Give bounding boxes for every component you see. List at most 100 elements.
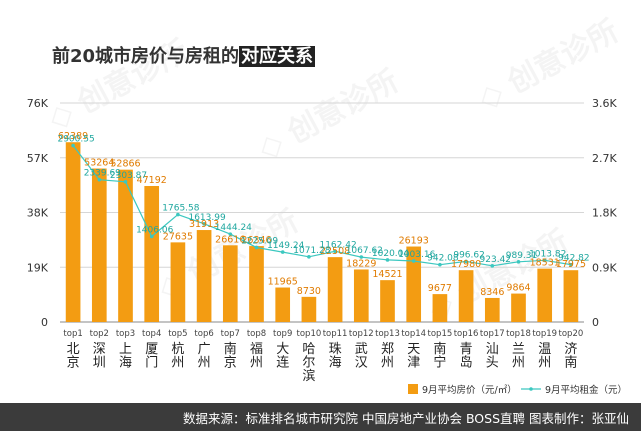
legend-label-rent: 9月平均租金（元）: [545, 384, 627, 396]
rank-label: top20: [559, 329, 584, 339]
rent-point: [542, 258, 547, 263]
bar: [249, 246, 264, 322]
rent-value-label: 989.31: [506, 251, 538, 261]
bar: [406, 246, 422, 322]
city-label: 天津: [407, 342, 420, 371]
city-label: 青岛: [460, 342, 473, 371]
bar-value-label: 26193: [399, 236, 429, 247]
bar: [170, 242, 186, 322]
bar-value-label: 17975: [556, 259, 586, 270]
rank-label: top11: [323, 329, 348, 339]
bar-value-label: 9677: [428, 283, 452, 294]
city-label: 上海: [119, 342, 132, 371]
bar-value-label: 18531: [530, 258, 560, 269]
rent-point: [228, 232, 233, 236]
y-left-tick-label: 19K: [27, 261, 49, 274]
rent-value-label: 1406.06: [136, 225, 173, 235]
rent-point: [464, 259, 468, 264]
bar-value-label: 9864: [506, 283, 530, 294]
rent-value-label: 1225.09: [241, 236, 278, 246]
bar-value-label: 11965: [268, 277, 298, 288]
rent-point: [490, 264, 495, 268]
rank-label: top7: [221, 329, 240, 339]
city-label: 福州: [250, 342, 263, 371]
city-label: 珠海: [329, 342, 342, 371]
bar: [353, 269, 369, 322]
rank-label: top17: [480, 329, 505, 339]
city-label: 大连: [276, 342, 289, 371]
bar-value-label: 27635: [163, 231, 193, 242]
rent-value-label: 1149.24: [267, 241, 304, 251]
rent-value-label: 2900.55: [57, 135, 94, 145]
rent-point: [280, 250, 285, 254]
rank-label: top13: [375, 329, 400, 339]
rent-point: [123, 180, 128, 184]
rank-label: top6: [194, 329, 213, 339]
footer-bar: 数据来源：标准排名城市研究院 中国房地产业协会 BOSS直聘 图表制作：张亚仙: [0, 403, 641, 431]
rent-value-label: 1020.04: [372, 249, 409, 259]
bar-value-label: 8730: [297, 286, 321, 297]
bar-value-label: 53264: [84, 158, 114, 169]
city-label: 北京: [67, 342, 80, 371]
rank-label: top14: [401, 329, 426, 339]
rent-value-label: 923.42: [480, 255, 512, 265]
rent-value-label: 2303.87: [110, 171, 147, 181]
bar-value-label: 8346: [480, 287, 504, 298]
rank-label: top16: [454, 329, 479, 339]
rank-label: top18: [506, 329, 531, 339]
rent-value-label: 1067.62: [346, 246, 383, 256]
city-label: 济南: [564, 342, 577, 371]
rent-value-label: 2339.69: [84, 169, 121, 179]
rank-label: top3: [116, 329, 135, 339]
bar: [118, 169, 133, 322]
rent-point: [385, 258, 390, 262]
rent-line: [72, 145, 571, 267]
city-label: 温州: [538, 342, 551, 371]
rank-label: top8: [247, 329, 266, 339]
city-label: 武汉: [355, 342, 368, 371]
city-label: 广州: [198, 342, 211, 371]
rent-value-label: 942.82: [558, 254, 590, 264]
bar: [380, 280, 395, 322]
city-label: 哈尔滨: [302, 342, 315, 384]
rent-value-label: 1444.24: [215, 223, 252, 233]
city-label: 郑州: [381, 342, 394, 371]
data-source: 数据来源：标准排名城市研究院 中国房地产业协会 BOSS直聘 图表制作：张亚仙: [183, 411, 629, 426]
y-left-tick-label: 76K: [27, 97, 49, 110]
rent-point: [333, 249, 337, 254]
rent-value-label: 1013.82: [529, 249, 566, 259]
rent-value-label: 942.08: [427, 254, 459, 264]
rent-point: [176, 212, 180, 217]
y-left-tick-label: 38K: [27, 207, 49, 220]
chart-title-highlight: 对应关系: [239, 46, 316, 67]
city-label: 兰州: [512, 342, 525, 371]
rent-value-label: 996.62: [453, 250, 485, 260]
bar-value-label: 52866: [110, 159, 140, 170]
y-right-tick-label: 0.9K: [592, 261, 617, 274]
bar-value-label: 17980: [451, 259, 481, 270]
y-left-tick-label: 57K: [27, 152, 49, 165]
bar: [275, 287, 291, 322]
bar-value-label: 14521: [372, 269, 402, 280]
rank-label: top12: [349, 329, 374, 339]
rent-value-label: 1613.99: [188, 213, 225, 223]
y-right-tick-label: 3.6K: [592, 97, 617, 110]
rent-point: [359, 255, 364, 259]
rent-value-label: 1765.58: [162, 204, 199, 214]
rank-label: top15: [428, 329, 453, 339]
y-right-tick-label: 1.8K: [592, 207, 617, 220]
rent-value-label: 1162.42: [319, 240, 356, 250]
rank-label: top2: [90, 329, 109, 339]
bar: [65, 142, 81, 322]
rent-value-label: 1071.28: [293, 246, 330, 256]
rent-value-label: 1003.16: [398, 250, 435, 260]
bar: [327, 257, 343, 322]
city-label: 深圳: [93, 342, 106, 371]
rent-point: [71, 143, 75, 148]
bar-value-label: 62389: [58, 131, 88, 142]
city-label: 南宁: [433, 341, 446, 371]
chart-title: 前20城市房价与房租的 对应关系: [52, 42, 316, 68]
rank-label: top5: [168, 329, 187, 339]
rank-label: top9: [273, 329, 292, 339]
